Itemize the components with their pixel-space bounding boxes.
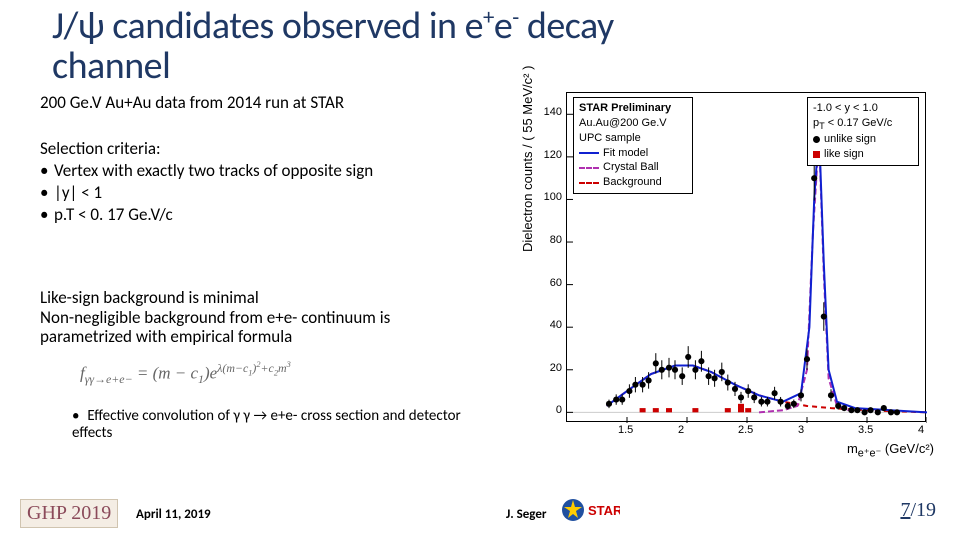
x-tick-label: 3 [798, 424, 804, 436]
formula: fγγ→e+e− = (m − c1)eλ(m−c1)2+c2m3 [80, 360, 291, 387]
selection-item: •Vertex with exactly two tracks of oppos… [40, 160, 373, 181]
background-paragraph: Like-sign background is minimal Non-negl… [40, 288, 500, 347]
effective-bullet: • Effective convolution of γ γ → e+e- cr… [72, 408, 482, 442]
x-tick-label: 2 [678, 424, 684, 436]
y-tick-label: 0 [538, 404, 562, 416]
plot-area: STAR Preliminary Au.Au@200 Ge.V UPC samp… [566, 92, 926, 422]
y-tick-label: 80 [538, 234, 562, 246]
page-number: 7/19 [900, 499, 936, 522]
footer-author: J. Seger [506, 507, 547, 522]
jpsi-mass-chart: Dielectron counts / ( 55 MeV/c² ) STAR P… [514, 82, 944, 462]
footer-date: April 11, 2019 [136, 507, 211, 522]
selection-item: •|y| < 1 [40, 182, 102, 203]
selection-heading: Selection criteria: [40, 138, 161, 159]
x-tick-label: 3.5 [858, 424, 873, 436]
x-tick-label: 4 [918, 424, 924, 436]
svg-text:STAR: STAR [588, 503, 620, 518]
y-tick-label: 60 [538, 277, 562, 289]
title-line2: channel [52, 43, 170, 89]
star-logo: STAR [560, 497, 620, 528]
y-tick-label: 120 [538, 149, 562, 161]
subtitle: 200 Ge.V Au+Au data from 2014 run at STA… [40, 92, 344, 113]
y-tick-label: 140 [538, 106, 562, 118]
x-tick-label: 2.5 [738, 424, 753, 436]
y-axis-label: Dielectron counts / ( 55 MeV/c² ) [520, 66, 535, 252]
y-tick-label: 100 [538, 191, 562, 203]
footer: GHP 2019 April 11, 2019 J. Seger STAR 7/… [0, 498, 960, 528]
y-tick-label: 40 [538, 319, 562, 331]
legend-top-right: -1.0 < y < 1.0 pT < 0.17 GeV/c unlike si… [807, 97, 919, 166]
ghp-logo: GHP 2019 [20, 499, 118, 528]
x-axis-label: me⁺e⁻ (GeV/c²) [847, 441, 934, 460]
selection-item: •p.T < 0. 17 Ge.V/c [40, 204, 173, 225]
x-tick-label: 1.5 [618, 424, 633, 436]
legend-top-left: STAR Preliminary Au.Au@200 Ge.V UPC samp… [573, 97, 693, 194]
y-tick-label: 20 [538, 362, 562, 374]
